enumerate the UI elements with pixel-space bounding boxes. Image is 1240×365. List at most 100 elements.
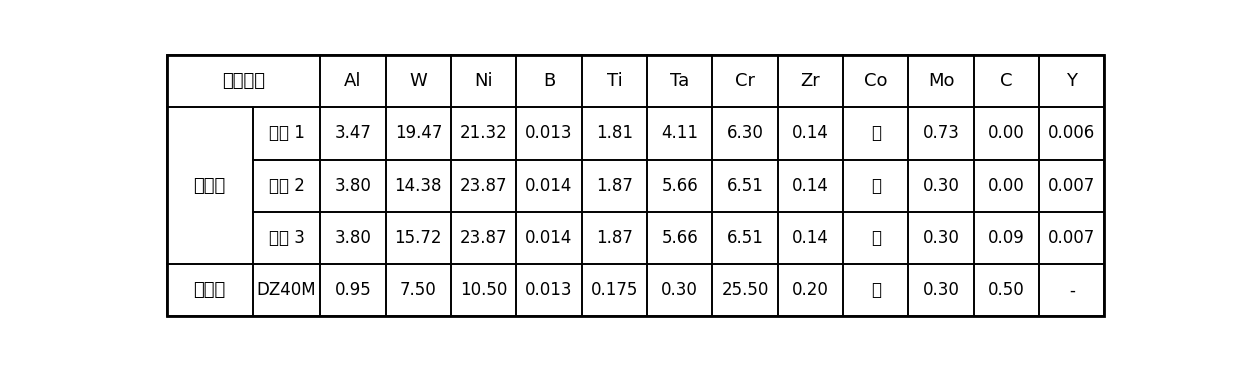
Text: Y: Y xyxy=(1066,72,1078,90)
Text: 1.87: 1.87 xyxy=(596,177,632,195)
Bar xyxy=(386,107,451,160)
Bar xyxy=(909,264,973,316)
Bar xyxy=(386,264,451,316)
Bar xyxy=(386,212,451,264)
Bar xyxy=(647,160,713,212)
Bar xyxy=(973,264,1039,316)
Bar xyxy=(582,160,647,212)
Bar xyxy=(320,107,386,160)
Text: 0.50: 0.50 xyxy=(988,281,1024,299)
Text: 7.50: 7.50 xyxy=(401,281,436,299)
Text: 1.81: 1.81 xyxy=(596,124,632,142)
Bar xyxy=(253,160,320,212)
Text: 0.006: 0.006 xyxy=(1048,124,1095,142)
Bar xyxy=(582,55,647,107)
Bar xyxy=(909,212,973,264)
Bar xyxy=(713,107,777,160)
Bar xyxy=(777,160,843,212)
Text: Al: Al xyxy=(345,72,362,90)
Text: 合金 3: 合金 3 xyxy=(269,229,305,247)
Bar xyxy=(713,160,777,212)
Bar xyxy=(843,107,909,160)
Text: W: W xyxy=(409,72,428,90)
Bar xyxy=(166,264,253,316)
Bar xyxy=(843,264,909,316)
Bar xyxy=(843,55,909,107)
Bar xyxy=(647,107,713,160)
Text: 5.66: 5.66 xyxy=(661,229,698,247)
Text: 3.80: 3.80 xyxy=(335,177,372,195)
Bar xyxy=(647,264,713,316)
Bar xyxy=(777,107,843,160)
Text: 0.013: 0.013 xyxy=(526,281,573,299)
Text: Co: Co xyxy=(864,72,888,90)
Bar xyxy=(777,212,843,264)
Text: C: C xyxy=(1001,72,1013,90)
Text: 0.014: 0.014 xyxy=(526,229,573,247)
Bar xyxy=(909,160,973,212)
Bar xyxy=(386,55,451,107)
Bar xyxy=(973,55,1039,107)
Bar xyxy=(713,212,777,264)
Bar xyxy=(843,160,909,212)
Text: 0.30: 0.30 xyxy=(661,281,698,299)
Text: B: B xyxy=(543,72,556,90)
Bar xyxy=(909,55,973,107)
Text: 25.50: 25.50 xyxy=(722,281,769,299)
Text: 0.013: 0.013 xyxy=(526,124,573,142)
Bar xyxy=(973,212,1039,264)
Bar xyxy=(451,55,516,107)
Text: 5.66: 5.66 xyxy=(661,177,698,195)
Text: 0.30: 0.30 xyxy=(923,281,960,299)
Text: 0.014: 0.014 xyxy=(526,177,573,195)
Text: 基: 基 xyxy=(870,124,880,142)
Bar xyxy=(516,264,582,316)
Text: Mo: Mo xyxy=(928,72,955,90)
Text: 0.007: 0.007 xyxy=(1048,229,1095,247)
Bar xyxy=(1039,264,1105,316)
Text: 基: 基 xyxy=(870,281,880,299)
Text: 6.51: 6.51 xyxy=(727,177,764,195)
Text: 3.80: 3.80 xyxy=(335,229,372,247)
Bar xyxy=(451,264,516,316)
Text: Ta: Ta xyxy=(670,72,689,90)
Bar xyxy=(647,55,713,107)
Text: 基: 基 xyxy=(870,229,880,247)
Text: 合金 2: 合金 2 xyxy=(269,177,305,195)
Bar xyxy=(777,264,843,316)
Bar xyxy=(582,264,647,316)
Text: 14.38: 14.38 xyxy=(394,177,443,195)
Bar xyxy=(320,212,386,264)
Bar xyxy=(166,55,320,107)
Bar xyxy=(713,264,777,316)
Bar xyxy=(516,212,582,264)
Bar xyxy=(320,264,386,316)
Text: 0.00: 0.00 xyxy=(988,124,1024,142)
Bar xyxy=(843,212,909,264)
Text: 0.14: 0.14 xyxy=(792,124,828,142)
Text: 0.30: 0.30 xyxy=(923,177,960,195)
Bar xyxy=(166,107,253,264)
Text: 化学成分: 化学成分 xyxy=(222,72,265,90)
Bar xyxy=(1039,107,1105,160)
Bar xyxy=(1039,212,1105,264)
Text: 4.11: 4.11 xyxy=(661,124,698,142)
Text: 0.30: 0.30 xyxy=(923,229,960,247)
Bar xyxy=(253,264,320,316)
Text: 1.87: 1.87 xyxy=(596,229,632,247)
Bar xyxy=(973,160,1039,212)
Bar xyxy=(582,107,647,160)
Bar xyxy=(647,212,713,264)
Text: 合金 1: 合金 1 xyxy=(269,124,305,142)
Bar xyxy=(582,212,647,264)
Bar xyxy=(320,55,386,107)
Bar xyxy=(973,107,1039,160)
Text: 15.72: 15.72 xyxy=(394,229,443,247)
Text: 0.175: 0.175 xyxy=(590,281,639,299)
Text: 0.00: 0.00 xyxy=(988,177,1024,195)
Bar xyxy=(909,107,973,160)
Text: 10.50: 10.50 xyxy=(460,281,507,299)
Bar xyxy=(320,160,386,212)
Bar xyxy=(516,107,582,160)
Text: 23.87: 23.87 xyxy=(460,229,507,247)
